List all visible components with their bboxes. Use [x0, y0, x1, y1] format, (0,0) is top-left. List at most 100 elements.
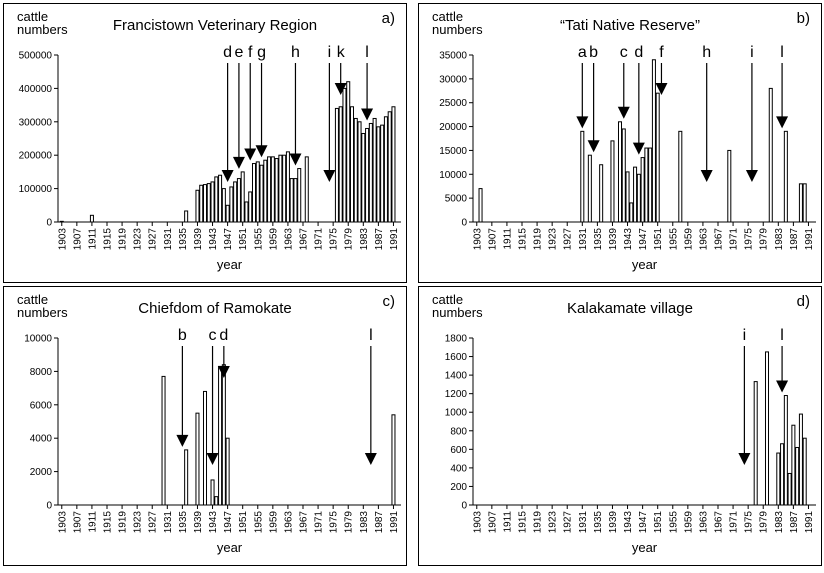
- x-tick-label: 1959: [268, 228, 279, 251]
- x-tick-label: 1971: [729, 511, 740, 534]
- bar: [368, 122, 373, 223]
- y-tick-label: 5000: [445, 194, 468, 205]
- bar: [391, 106, 396, 223]
- x-tick-label: 1983: [774, 511, 785, 534]
- bar: [625, 171, 630, 223]
- x-tick-label: 1947: [223, 511, 234, 534]
- bar: [648, 147, 653, 223]
- bar: [383, 116, 388, 223]
- bar: [199, 184, 204, 223]
- chart-title: Francistown Veterinary Region: [113, 17, 317, 34]
- x-tick-label: 1979: [759, 511, 770, 534]
- x-tick-label: 1935: [178, 511, 189, 534]
- annotation-label: b: [178, 327, 187, 344]
- x-tick-label: 1923: [133, 228, 144, 251]
- bar: [342, 87, 347, 223]
- bar: [365, 127, 370, 223]
- bar: [184, 210, 189, 223]
- x-tick-label: 1927: [148, 228, 159, 251]
- y-tick-label: 200000: [19, 151, 53, 162]
- annotation-arrow-head: [289, 153, 302, 166]
- x-tick-label: 1947: [223, 228, 234, 251]
- bar: [293, 178, 298, 223]
- bar: [225, 204, 230, 223]
- bar: [633, 166, 638, 223]
- panel-frame: [3, 286, 407, 566]
- y-tick-label: 1000: [445, 408, 468, 419]
- bar: [376, 126, 381, 223]
- annotation-arrow-head: [221, 170, 234, 182]
- y-tick-label: 500000: [19, 51, 53, 62]
- annotation-arrow-head: [206, 453, 219, 465]
- x-tick-label: 1979: [344, 228, 355, 251]
- x-tick-label: 1983: [359, 228, 370, 251]
- y-tick-label: 1600: [445, 352, 468, 363]
- x-tick-label: 1971: [314, 228, 325, 251]
- panel-frame: [418, 3, 822, 283]
- y-tick-label: 25000: [439, 98, 467, 109]
- annotation-arrow-head: [244, 148, 257, 161]
- x-tick-label: 1967: [714, 511, 725, 534]
- x-tick-label: 1971: [314, 511, 325, 534]
- bar: [214, 496, 219, 506]
- x-tick-label: 1911: [502, 228, 513, 250]
- bar: [802, 437, 807, 506]
- y-tick-label: 300000: [19, 117, 53, 128]
- y-tick-label: 0: [46, 501, 52, 512]
- bar: [218, 365, 223, 506]
- y-tick-label: 6000: [30, 400, 53, 411]
- x-tick-label: 1975: [329, 511, 340, 534]
- y-tick-label: 35000: [439, 51, 467, 62]
- annotation-arrow-head: [745, 170, 758, 182]
- bar: [297, 168, 302, 223]
- x-tick-label: 1979: [344, 511, 355, 534]
- y-tick-label: 4000: [30, 434, 53, 445]
- x-tick-label: 1943: [208, 511, 219, 534]
- annotation-label: l: [369, 327, 373, 344]
- x-tick-label: 1907: [487, 228, 498, 251]
- annotation-label: b: [589, 44, 598, 61]
- x-tick-label: 1971: [729, 228, 740, 251]
- x-axis-label: year: [217, 257, 243, 272]
- bar: [218, 174, 223, 223]
- x-axis-label: year: [632, 540, 658, 555]
- x-tick-label: 1987: [789, 228, 800, 251]
- x-axis-label: year: [217, 540, 243, 555]
- x-tick-label: 1959: [268, 511, 279, 534]
- x-tick-label: 1987: [374, 511, 385, 534]
- x-tick-label: 1911: [87, 511, 98, 533]
- annotation-label: c: [209, 327, 217, 344]
- bar: [636, 173, 641, 223]
- x-tick-label: 1951: [653, 511, 664, 534]
- bar: [285, 151, 290, 223]
- bar: [802, 183, 807, 223]
- x-tick-label: 1943: [623, 511, 634, 534]
- x-tick-label: 1947: [638, 511, 649, 534]
- bar: [346, 81, 351, 223]
- x-tick-label: 1975: [744, 228, 755, 251]
- annotation-label: l: [780, 327, 784, 344]
- x-tick-label: 1927: [148, 511, 159, 534]
- y-tick-label: 1800: [445, 334, 468, 345]
- x-tick-label: 1951: [653, 228, 664, 251]
- x-tick-label: 1911: [87, 228, 98, 250]
- annotation-arrow-head: [232, 156, 245, 169]
- bar: [610, 140, 615, 223]
- y-axis-label: numbers: [17, 22, 68, 37]
- bar: [59, 220, 64, 223]
- annotation-label: i: [743, 327, 747, 344]
- bar: [798, 183, 803, 223]
- panel-label: a): [382, 10, 395, 27]
- bar: [357, 121, 362, 223]
- x-tick-label: 1979: [759, 228, 770, 251]
- bar: [270, 156, 275, 223]
- bar: [795, 446, 800, 506]
- bar: [240, 171, 245, 223]
- annotation-arrow-head: [361, 108, 374, 121]
- bar: [282, 154, 287, 223]
- bar: [206, 183, 211, 223]
- bar: [229, 186, 234, 223]
- bar: [334, 107, 339, 223]
